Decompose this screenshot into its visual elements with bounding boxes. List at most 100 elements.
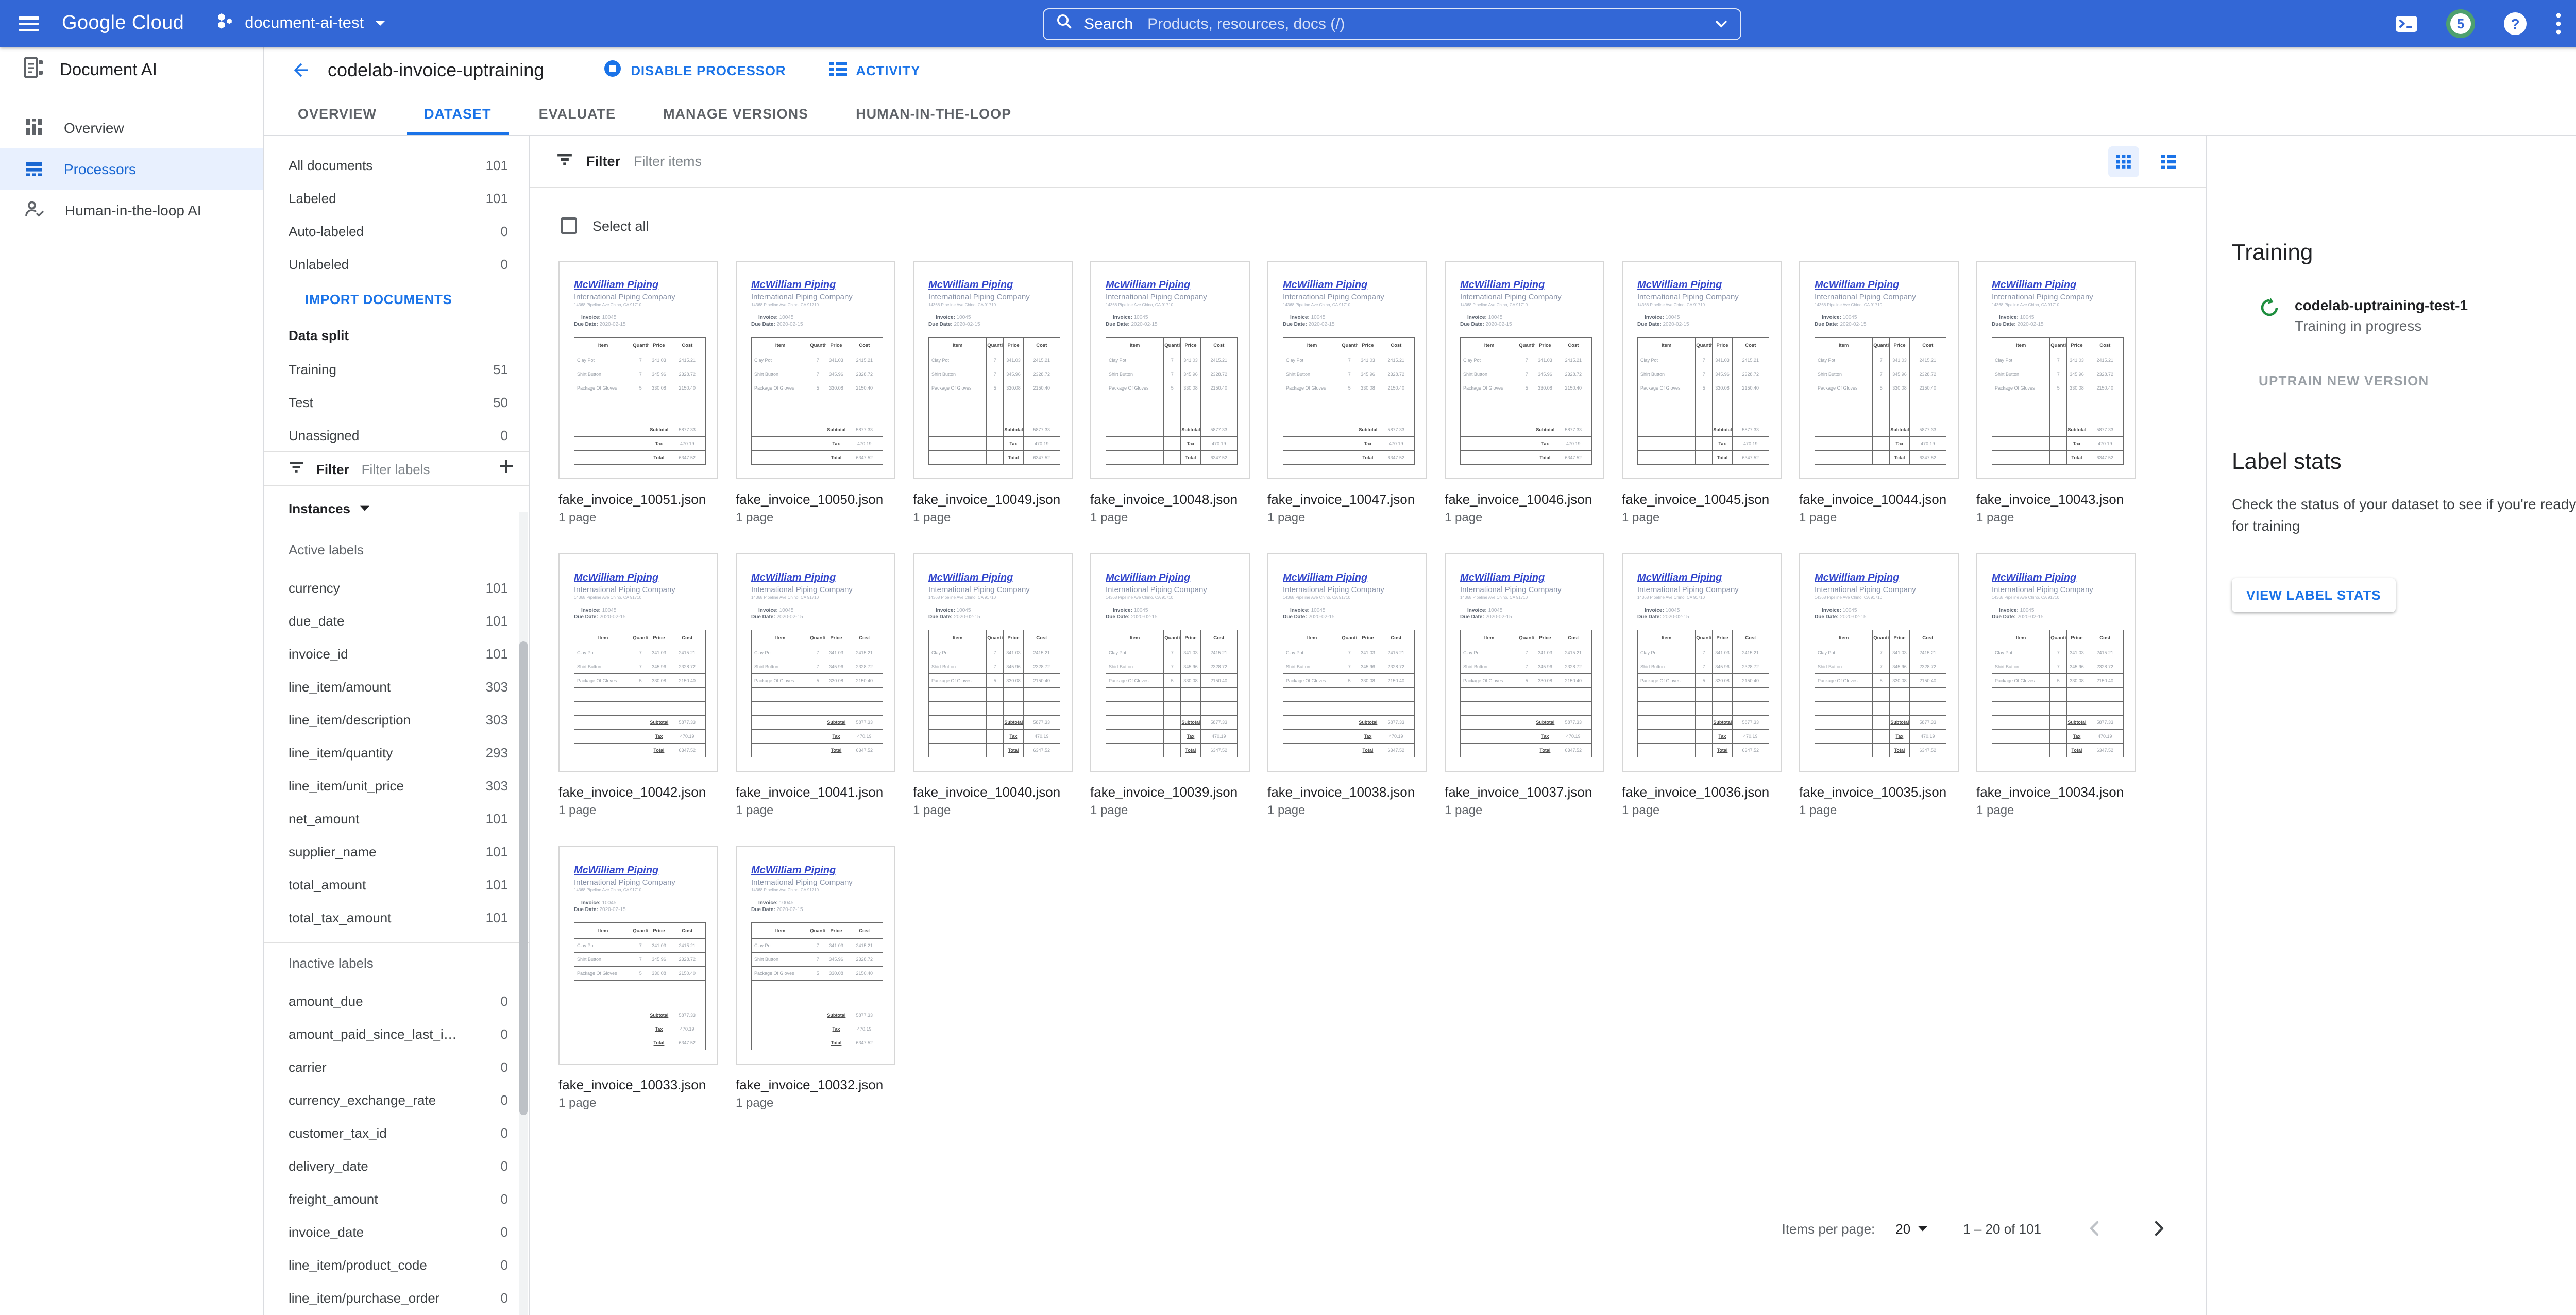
label-row[interactable]: line_item/product_code 0: [289, 1257, 508, 1272]
data-split-row[interactable]: Test 50: [289, 394, 508, 410]
page-size-select[interactable]: 20: [1895, 1221, 1928, 1236]
data-split-row[interactable]: Unassigned 0: [289, 427, 508, 443]
tab[interactable]: DATASET: [406, 93, 509, 135]
document-card[interactable]: McWilliam Piping International Piping Co…: [1622, 553, 1799, 817]
sidebar-item-processors[interactable]: Processors: [0, 148, 263, 190]
document-card[interactable]: McWilliam Piping International Piping Co…: [558, 261, 736, 525]
cloud-shell-icon[interactable]: [2395, 14, 2418, 33]
label-row[interactable]: line_item/quantity 293: [289, 745, 508, 760]
invoice-thumbnail[interactable]: McWilliam Piping International Piping Co…: [736, 846, 895, 1065]
view-label-stats-button[interactable]: VIEW LABEL STATS: [2232, 578, 2396, 613]
disable-processor-button[interactable]: DISABLE PROCESSOR: [604, 60, 786, 80]
document-stat-row[interactable]: Auto-labeled 0: [289, 223, 508, 239]
document-name[interactable]: fake_invoice_10039.json: [1090, 784, 1238, 800]
document-card[interactable]: McWilliam Piping International Piping Co…: [1622, 261, 1799, 525]
label-row[interactable]: line_item/description 303: [289, 712, 508, 727]
invoice-thumbnail[interactable]: McWilliam Piping International Piping Co…: [1622, 553, 1782, 772]
next-page-icon[interactable]: [2148, 1218, 2169, 1239]
back-arrow-icon[interactable]: [291, 60, 311, 80]
label-row[interactable]: freight_amount 0: [289, 1191, 508, 1206]
invoice-thumbnail[interactable]: McWilliam Piping International Piping Co…: [1622, 261, 1782, 479]
document-stat-row[interactable]: Unlabeled 0: [289, 256, 508, 272]
invoice-thumbnail[interactable]: McWilliam Piping International Piping Co…: [1976, 261, 2136, 479]
invoice-thumbnail[interactable]: McWilliam Piping International Piping Co…: [1445, 261, 1604, 479]
document-name[interactable]: fake_invoice_10040.json: [913, 784, 1061, 800]
activity-button[interactable]: ACTIVITY: [829, 60, 920, 80]
label-filter-bar[interactable]: Filter Filter labels: [264, 451, 529, 486]
document-card[interactable]: McWilliam Piping International Piping Co…: [1799, 553, 1976, 817]
invoice-thumbnail[interactable]: McWilliam Piping International Piping Co…: [913, 553, 1073, 772]
document-name[interactable]: fake_invoice_10032.json: [736, 1077, 884, 1092]
label-row[interactable]: amount_paid_since_last_i… 0: [289, 1026, 508, 1041]
tab[interactable]: OVERVIEW: [280, 93, 394, 135]
document-name[interactable]: fake_invoice_10036.json: [1622, 784, 1770, 800]
document-name[interactable]: fake_invoice_10044.json: [1799, 492, 1947, 507]
filter-items-input[interactable]: Filter items: [634, 154, 702, 169]
scrollbar-thumb[interactable]: [519, 641, 528, 1115]
document-card[interactable]: McWilliam Piping International Piping Co…: [736, 846, 913, 1110]
document-card[interactable]: McWilliam Piping International Piping Co…: [1090, 261, 1267, 525]
document-card[interactable]: McWilliam Piping International Piping Co…: [1799, 261, 1976, 525]
tab[interactable]: MANAGE VERSIONS: [646, 93, 826, 135]
document-card[interactable]: McWilliam Piping International Piping Co…: [1976, 261, 2154, 525]
document-name[interactable]: fake_invoice_10035.json: [1799, 784, 1947, 800]
label-row[interactable]: invoice_date 0: [289, 1224, 508, 1239]
invoice-thumbnail[interactable]: McWilliam Piping International Piping Co…: [1090, 261, 1250, 479]
document-name[interactable]: fake_invoice_10051.json: [558, 492, 706, 507]
scrollbar-track[interactable]: [519, 512, 528, 1315]
label-row[interactable]: carrier 0: [289, 1059, 508, 1074]
invoice-thumbnail[interactable]: McWilliam Piping International Piping Co…: [1267, 261, 1427, 479]
help-icon[interactable]: ?: [2503, 11, 2528, 36]
label-row[interactable]: total_tax_amount 101: [289, 909, 508, 925]
document-card[interactable]: McWilliam Piping International Piping Co…: [736, 261, 913, 525]
document-name[interactable]: fake_invoice_10046.json: [1445, 492, 1592, 507]
document-card[interactable]: McWilliam Piping International Piping Co…: [913, 261, 1090, 525]
document-card[interactable]: McWilliam Piping International Piping Co…: [736, 553, 913, 817]
more-vertical-icon[interactable]: [2555, 12, 2562, 35]
project-selector[interactable]: document-ai-test: [215, 11, 386, 36]
invoice-thumbnail[interactable]: McWilliam Piping International Piping Co…: [558, 553, 718, 772]
import-documents-button[interactable]: IMPORT DOCUMENTS: [305, 291, 452, 307]
label-row[interactable]: net_amount 101: [289, 811, 508, 826]
tab[interactable]: EVALUATE: [521, 93, 634, 135]
document-name[interactable]: fake_invoice_10033.json: [558, 1077, 706, 1092]
document-card[interactable]: McWilliam Piping International Piping Co…: [1267, 553, 1445, 817]
label-row[interactable]: line_item/amount 303: [289, 679, 508, 694]
select-all-checkbox[interactable]: [561, 217, 577, 234]
uptrain-new-version-button[interactable]: UPTRAIN NEW VERSION: [2259, 373, 2429, 389]
invoice-thumbnail[interactable]: McWilliam Piping International Piping Co…: [1090, 553, 1250, 772]
document-name[interactable]: fake_invoice_10048.json: [1090, 492, 1238, 507]
previous-page-icon[interactable]: [2084, 1218, 2105, 1239]
document-name[interactable]: fake_invoice_10043.json: [1976, 492, 2124, 507]
document-card[interactable]: McWilliam Piping International Piping Co…: [558, 553, 736, 817]
label-row[interactable]: currency_exchange_rate 0: [289, 1092, 508, 1107]
invoice-thumbnail[interactable]: McWilliam Piping International Piping Co…: [736, 553, 895, 772]
invoice-thumbnail[interactable]: McWilliam Piping International Piping Co…: [913, 261, 1073, 479]
invoice-thumbnail[interactable]: McWilliam Piping International Piping Co…: [736, 261, 895, 479]
document-stat-row[interactable]: All documents 101: [289, 157, 508, 173]
label-row[interactable]: amount_due 0: [289, 993, 508, 1008]
invoice-thumbnail[interactable]: McWilliam Piping International Piping Co…: [1445, 553, 1604, 772]
hamburger-menu-icon[interactable]: [19, 16, 39, 31]
document-card[interactable]: McWilliam Piping International Piping Co…: [1090, 553, 1267, 817]
sidebar-item-human-in-the-loop[interactable]: Human-in-the-loop AI: [0, 190, 263, 231]
document-card[interactable]: McWilliam Piping International Piping Co…: [1976, 553, 2154, 817]
document-card[interactable]: McWilliam Piping International Piping Co…: [1445, 261, 1622, 525]
document-stat-row[interactable]: Labeled 101: [289, 190, 508, 206]
invoice-thumbnail[interactable]: McWilliam Piping International Piping Co…: [1267, 553, 1427, 772]
invoice-thumbnail[interactable]: McWilliam Piping International Piping Co…: [558, 846, 718, 1065]
filter-labels-input[interactable]: Filter labels: [361, 461, 430, 477]
document-name[interactable]: fake_invoice_10047.json: [1267, 492, 1415, 507]
invoice-thumbnail[interactable]: McWilliam Piping International Piping Co…: [1799, 553, 1959, 772]
invoice-thumbnail[interactable]: McWilliam Piping International Piping Co…: [558, 261, 718, 479]
grid-view-toggle[interactable]: [2108, 146, 2139, 177]
label-row[interactable]: line_item/unit_price 303: [289, 778, 508, 793]
add-label-icon[interactable]: [499, 459, 514, 479]
label-row[interactable]: customer_tax_id 0: [289, 1125, 508, 1140]
document-name[interactable]: fake_invoice_10049.json: [913, 492, 1061, 507]
label-row[interactable]: invoice_id 101: [289, 646, 508, 661]
document-name[interactable]: fake_invoice_10038.json: [1267, 784, 1415, 800]
document-card[interactable]: McWilliam Piping International Piping Co…: [913, 553, 1090, 817]
training-version-item[interactable]: codelab-uptraining-test-1 Training in pr…: [2259, 297, 2576, 334]
label-row[interactable]: supplier_name 101: [289, 844, 508, 859]
